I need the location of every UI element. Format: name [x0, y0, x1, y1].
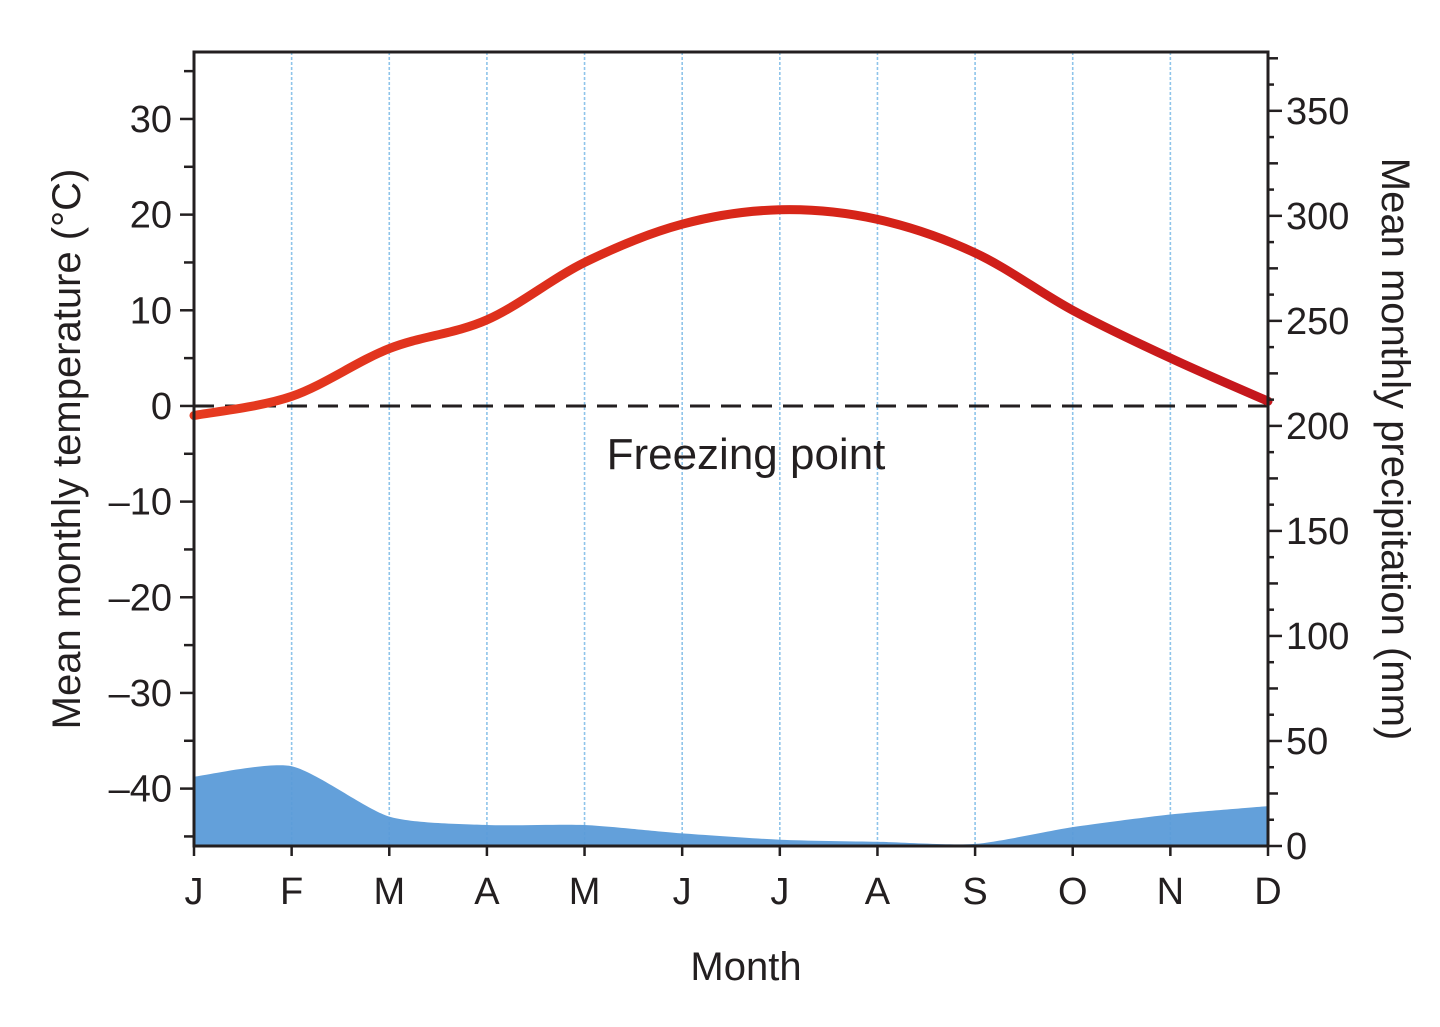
temperature-line: [194, 210, 1268, 416]
left-axis-tick-label: 30: [130, 99, 172, 141]
x-axis-tick-label: J: [185, 871, 204, 913]
left-axis-label: Mean monthly temperature (°C): [45, 169, 89, 730]
x-axis-tick-label: A: [865, 871, 891, 913]
left-axis-tick-label: 0: [151, 386, 172, 428]
x-axis-tick-label: A: [474, 871, 500, 913]
freezing-point-label: Freezing point: [607, 430, 886, 479]
x-axis-tick-label: M: [373, 871, 405, 913]
left-axis-tick-label: 20: [130, 195, 172, 237]
left-axis-tick-label: –40: [109, 769, 172, 811]
x-axis-tick-label: O: [1058, 871, 1088, 913]
right-axis-tick-label: 100: [1286, 616, 1349, 658]
right-axis-tick-label: 0: [1286, 826, 1307, 868]
left-axis-tick-label: –30: [109, 673, 172, 715]
right-axis-tick-label: 300: [1286, 196, 1349, 238]
x-axis-label: Month: [690, 945, 801, 989]
left-axis-tick-label: –20: [109, 577, 172, 619]
x-axis-tick-label: N: [1157, 871, 1184, 913]
x-axis-tick-label: F: [280, 871, 303, 913]
right-axis-tick-label: 350: [1286, 91, 1349, 133]
right-axis-tick-label: 200: [1286, 406, 1349, 448]
x-axis-tick-label: J: [770, 871, 789, 913]
x-axis-tick-label: D: [1254, 871, 1281, 913]
x-axis-tick-label: M: [569, 871, 601, 913]
left-axis-tick-label: –10: [109, 482, 172, 524]
right-axis-tick-label: 150: [1286, 511, 1349, 553]
right-axis-tick-label: 50: [1286, 721, 1328, 763]
right-axis-label: Mean monthly precipitation (mm): [1373, 158, 1417, 740]
right-axis-tick-label: 250: [1286, 301, 1349, 343]
x-axis-tick-label: J: [673, 871, 692, 913]
left-axis-tick-label: 10: [130, 290, 172, 332]
precipitation-area: [194, 765, 1268, 846]
x-axis-tick-label: S: [962, 871, 987, 913]
